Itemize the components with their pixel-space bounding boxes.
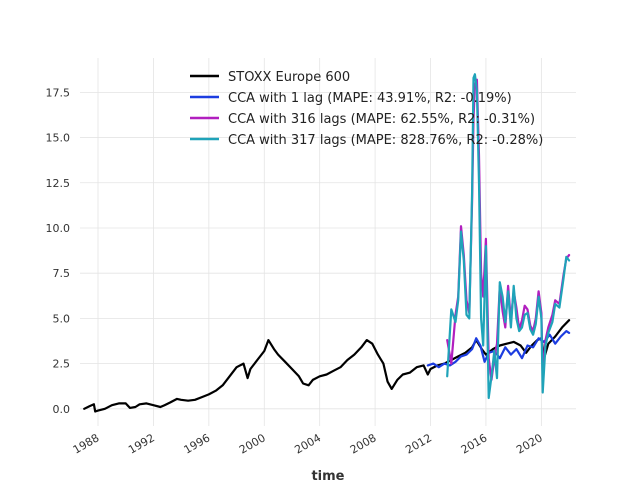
legend-label-3: CCA with 317 lags (MAPE: 828.76%, R2: -0… <box>228 133 543 148</box>
y-tick-label: 5.0 <box>53 312 71 325</box>
y-tick-label: 12.5 <box>46 177 71 190</box>
x-axis-title: time <box>311 469 344 480</box>
series-lines <box>83 73 571 413</box>
x-tick-label: 1988 <box>71 431 102 456</box>
x-tick-label: 2000 <box>237 431 268 456</box>
x-tick-label: 1992 <box>126 431 157 456</box>
y-tick-label: 2.5 <box>53 358 71 371</box>
y-tick-label: 7.5 <box>53 267 71 280</box>
y-tick-label: 0.0 <box>53 403 71 416</box>
y-tick-label: 15.0 <box>46 132 71 145</box>
legend: STOXX Europe 600 CCA with 1 lag (MAPE: 43… <box>190 70 543 148</box>
series-line-3 <box>446 73 571 400</box>
x-tick-label: 2020 <box>514 431 545 456</box>
x-tick-label: 1996 <box>182 431 213 456</box>
y-tick-labels: 0.0 2.5 5.0 7.5 10.0 12.5 15.0 17.5 <box>46 86 71 415</box>
x-tick-label: 2004 <box>292 431 323 456</box>
x-tick-label: 2016 <box>459 431 490 456</box>
x-tick-label: 2008 <box>348 431 379 456</box>
y-tick-label: 17.5 <box>46 86 71 99</box>
legend-label-0: STOXX Europe 600 <box>228 70 350 85</box>
grid <box>80 58 576 426</box>
x-tick-labels: 1988 1992 1996 2000 2004 2008 2012 2016 2020 <box>71 431 545 456</box>
y-tick-label: 10.0 <box>46 222 71 235</box>
legend-label-1: CCA with 1 lag (MAPE: 43.91%, R2: -0.19%… <box>228 91 512 106</box>
legend-label-2: CCA with 316 lags (MAPE: 62.55%, R2: -0.… <box>228 112 535 127</box>
x-tick-label: 2012 <box>403 431 434 456</box>
